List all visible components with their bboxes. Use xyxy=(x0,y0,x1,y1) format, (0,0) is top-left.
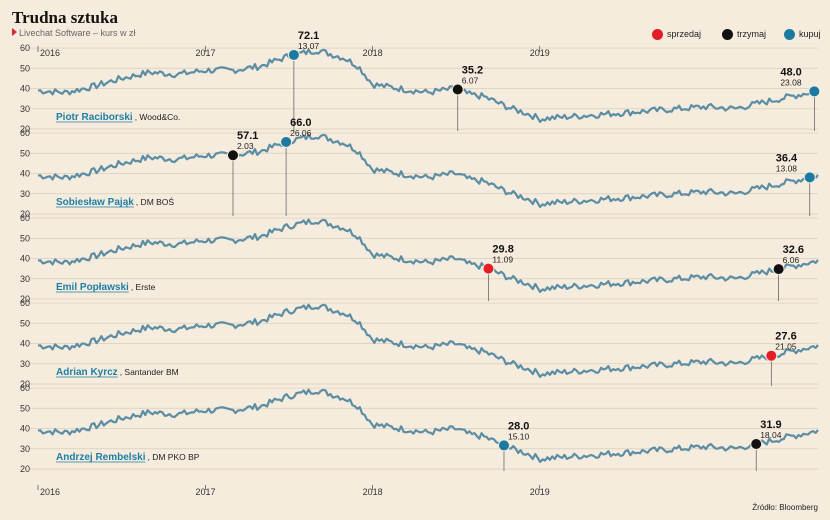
rec-date: 6.06 xyxy=(783,255,800,265)
analyst-name: Adrian Kyrcz xyxy=(56,367,118,378)
rec-price: 57.1 xyxy=(237,130,258,142)
y-tick-label: 50 xyxy=(20,148,30,158)
y-tick-label: 20 xyxy=(20,209,30,219)
y-tick-label: 60 xyxy=(20,298,30,308)
y-tick-label: 30 xyxy=(20,104,30,114)
y-tick-label: 40 xyxy=(20,254,30,264)
chart-title: Trudna sztuka xyxy=(12,8,118,27)
subtitle-text: Livechat Software – kurs w zł xyxy=(19,28,136,38)
rec-price: 36.4 xyxy=(776,152,798,164)
rec-price: 48.0 xyxy=(780,66,801,78)
y-tick-label: 40 xyxy=(20,84,30,94)
legend-label-kupuj: kupuj xyxy=(799,29,821,39)
analyst-firm: , Erste xyxy=(131,282,156,292)
year-tick-label: 2016 xyxy=(40,487,60,497)
rec-date: 21.05 xyxy=(775,342,797,352)
analyst-name: Emil Popławski xyxy=(56,282,129,293)
rec-date: 6.07 xyxy=(462,76,479,86)
y-tick-label: 40 xyxy=(20,424,30,434)
legend-label-trzymaj: trzymaj xyxy=(737,29,766,39)
y-tick-label: 30 xyxy=(20,444,30,454)
rec-price: 29.8 xyxy=(492,244,513,256)
rec-price: 27.6 xyxy=(775,331,796,343)
price-line xyxy=(37,218,819,293)
rec-dot xyxy=(451,83,464,96)
rec-dot xyxy=(287,48,300,61)
y-tick-label: 30 xyxy=(20,274,30,284)
rec-dot xyxy=(482,262,495,275)
year-tick-label: 2018 xyxy=(363,48,383,58)
y-tick-label: 60 xyxy=(20,383,30,393)
rec-dot xyxy=(227,149,239,162)
y-tick-label: 60 xyxy=(20,43,30,53)
y-tick-label: 40 xyxy=(20,339,30,349)
price-line xyxy=(37,48,819,123)
year-tick-label: 2017 xyxy=(196,487,216,497)
rec-date: 23.08 xyxy=(780,77,802,87)
year-tick-label: 2017 xyxy=(196,48,216,58)
year-tick-label: 2018 xyxy=(363,487,383,497)
legend-label-sprzedaj: sprzedaj xyxy=(667,29,702,39)
rec-dot xyxy=(808,85,821,98)
y-tick-label: 50 xyxy=(20,403,30,413)
rec-dot xyxy=(772,263,785,276)
y-tick-label: 50 xyxy=(20,63,30,73)
analyst-firm: , Santander BM xyxy=(120,367,179,377)
y-tick-label: 30 xyxy=(20,189,30,199)
analyst-firm: , DM PKO BP xyxy=(147,452,199,462)
rec-dot xyxy=(280,135,293,148)
y-tick-label: 50 xyxy=(20,318,30,328)
triangle-icon xyxy=(12,28,17,36)
y-tick-label: 20 xyxy=(20,294,30,304)
rec-dot xyxy=(803,171,816,184)
analyst-firm: , Wood&Co. xyxy=(135,112,181,122)
y-tick-label: 30 xyxy=(20,359,30,369)
rec-price: 35.2 xyxy=(462,65,483,77)
rec-date: 15.10 xyxy=(508,431,530,441)
rec-dot xyxy=(497,439,510,452)
rec-dot xyxy=(750,437,763,450)
rec-dot xyxy=(765,349,778,362)
analyst-name: Piotr Raciborski xyxy=(56,112,133,123)
price-line xyxy=(37,133,819,208)
rec-date: 26.06 xyxy=(290,128,312,138)
analyst-firm: , DM BOŚ xyxy=(136,196,175,207)
year-tick-label: 2019 xyxy=(530,487,550,497)
source-note: Źródło: Bloomberg xyxy=(752,503,818,512)
price-line xyxy=(37,388,819,463)
rec-date: 18.04 xyxy=(760,430,782,440)
analyst-name: Sobiesław Pająk xyxy=(56,197,134,208)
y-tick-label: 60 xyxy=(20,213,30,223)
legend-dot-kupuj xyxy=(784,29,795,40)
price-line xyxy=(37,303,819,378)
chart-subtitle: Livechat Software – kurs w zł xyxy=(12,28,136,38)
rec-price: 66.0 xyxy=(290,117,311,129)
rec-price: 72.1 xyxy=(298,30,319,42)
y-tick-label: 60 xyxy=(20,128,30,138)
y-tick-label: 50 xyxy=(20,233,30,243)
rec-date: 2.03 xyxy=(237,141,254,151)
rec-date: 13.08 xyxy=(776,163,798,173)
rec-date: 11.09 xyxy=(492,255,513,265)
rec-price: 28.0 xyxy=(508,420,529,432)
legend-dot-sprzedaj xyxy=(652,29,663,40)
legend-dot-trzymaj xyxy=(722,29,733,40)
rec-date: 13.07 xyxy=(298,41,320,51)
year-tick-label: 2019 xyxy=(530,48,550,58)
year-tick-label: 2016 xyxy=(40,48,60,58)
y-tick-label: 20 xyxy=(20,124,30,134)
y-tick-label: 20 xyxy=(20,464,30,474)
y-tick-label: 40 xyxy=(20,169,30,179)
analyst-name: Andrzej Rembelski xyxy=(56,452,146,463)
y-tick-label: 20 xyxy=(20,379,30,389)
rec-price: 31.9 xyxy=(760,419,781,431)
rec-price: 32.6 xyxy=(783,244,804,256)
